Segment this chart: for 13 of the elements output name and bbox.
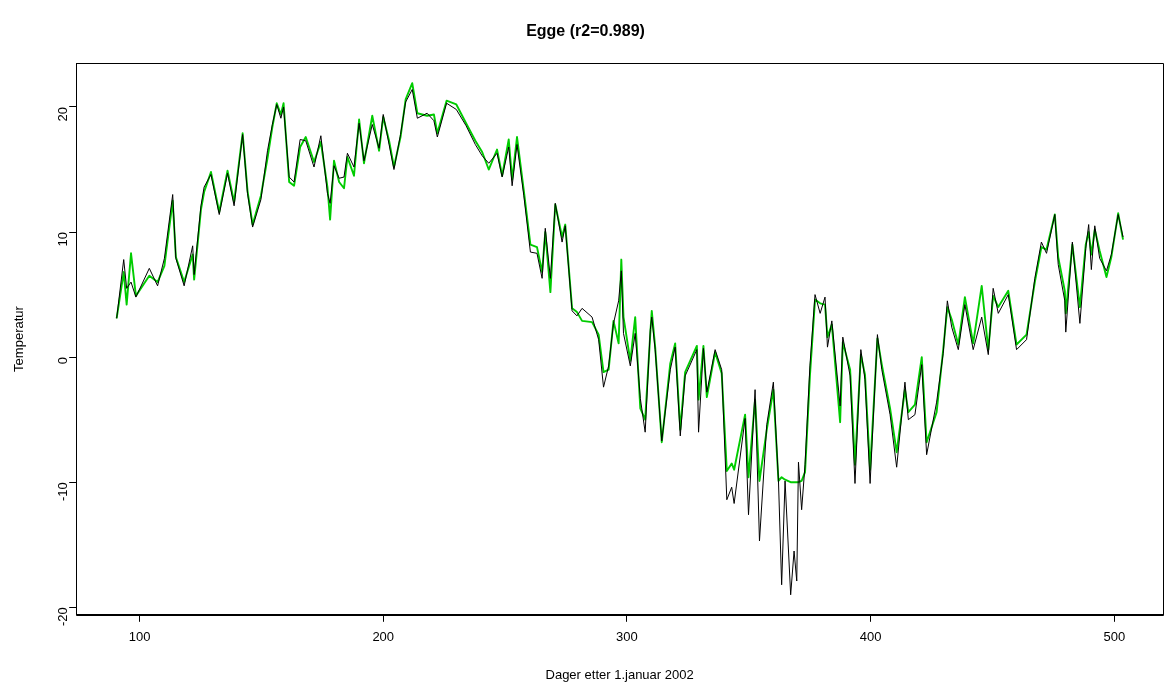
y-tick-label: 20: [54, 106, 70, 122]
y-tick-label: 0: [54, 357, 70, 365]
y-tick-label: -20: [54, 607, 70, 627]
x-tick-label: 200: [372, 629, 395, 645]
x-tick-label: 400: [859, 629, 882, 645]
x-axis-title: Dager etter 1.januar 2002: [545, 666, 694, 682]
x-tick-label: 500: [1103, 629, 1126, 645]
y-tick-label: -10: [54, 482, 70, 502]
chart-title: Egge (r2=0.989): [526, 22, 645, 40]
x-tick-label: 300: [616, 629, 638, 645]
y-axis-title: Temperatur: [11, 305, 27, 372]
x-tick-label: 100: [128, 629, 151, 645]
y-tick-label: 10: [54, 232, 70, 247]
